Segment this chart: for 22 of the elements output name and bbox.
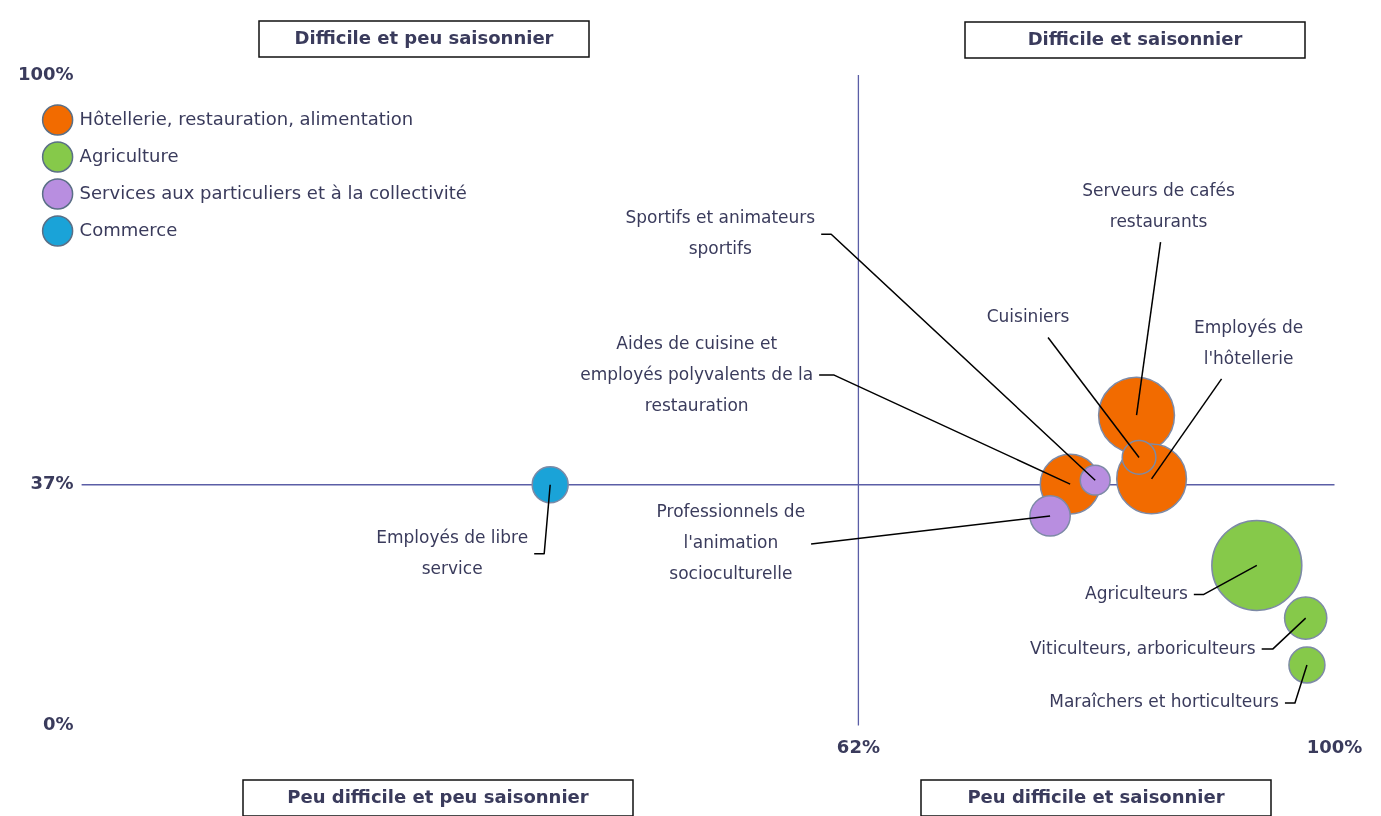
- annotation: Employés de l'hôtellerie: [1193, 316, 1304, 368]
- legend-label: Hôtellerie, restauration, alimentation: [79, 107, 414, 129]
- text: Difficile et peu saisonnier: [294, 26, 554, 48]
- legend-label: Agriculture: [79, 144, 179, 166]
- annotation: Professionnels de l'animation socioculturelle: [656, 501, 806, 584]
- text: Peu difficile et saisonnier: [967, 785, 1225, 807]
- annotation: Serveurs de cafés restaurants: [1082, 180, 1235, 232]
- legend-label: Commerce: [79, 218, 178, 240]
- y-tick-label: 100%: [18, 62, 74, 84]
- annotation: Viticulteurs, arboriculteurs: [1030, 637, 1256, 658]
- annotation: Agriculteurs: [1085, 582, 1188, 603]
- annotation: Employés de libre service: [376, 526, 529, 578]
- y-tick-label: 37%: [30, 472, 74, 494]
- y-tick-label: 0%: [43, 713, 74, 735]
- annotation: Aides de cuisine et employés polyvalents de la restauration: [580, 332, 814, 415]
- annotation: Sportifs et animateurs sportifs: [625, 207, 816, 259]
- legend-label: Services aux particuliers et à la collectivité: [79, 181, 467, 203]
- text: Peu difficile et peu saisonnier: [287, 785, 589, 807]
- annotation: Maraîchers et horticulteurs: [1049, 691, 1280, 712]
- x-tick-label: 62%: [836, 735, 880, 757]
- annotation: Cuisiniers: [986, 306, 1070, 327]
- text: Difficile et saisonnier: [1027, 27, 1243, 49]
